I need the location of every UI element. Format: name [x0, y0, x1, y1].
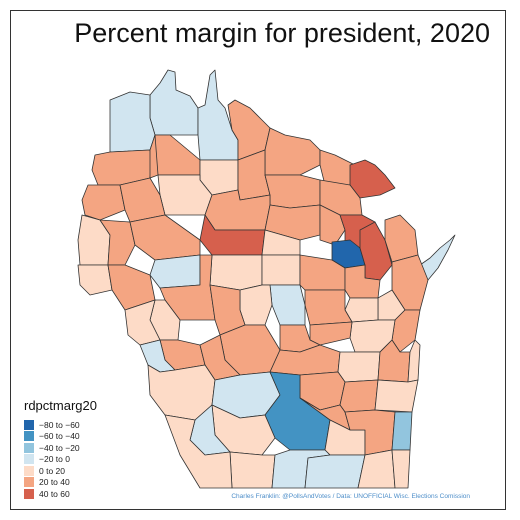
county-kenosha — [391, 449, 411, 489]
county-kewaunee — [384, 214, 419, 263]
county-sawyer — [151, 134, 201, 176]
county-lafayette-south — [229, 451, 276, 489]
county-milwaukee-city — [391, 411, 413, 451]
county-marinette — [349, 159, 396, 199]
legend-label: 20 to 40 — [39, 477, 70, 488]
county-juneau — [239, 284, 273, 326]
county-portage — [261, 254, 301, 286]
county-waushara — [304, 289, 353, 326]
legend-item: −40 to −20 — [24, 442, 97, 454]
legend-swatch — [24, 431, 34, 442]
county-grant-south — [164, 414, 233, 489]
county-dodge — [337, 351, 381, 383]
legend-label: −40 to −20 — [39, 442, 80, 453]
legend-label: 0 to 20 — [39, 465, 65, 476]
county-outagamie — [344, 264, 381, 299]
county-barron — [119, 177, 166, 223]
legend-label: −80 to −60 — [39, 419, 80, 430]
credit-line: Charles Franklin: @PollsAndVotes / Data:… — [231, 493, 470, 500]
county-polygons — [77, 69, 456, 489]
county-green-lake — [309, 321, 353, 346]
county-waukesha — [339, 379, 379, 413]
county-forest — [264, 174, 321, 209]
legend-swatch — [24, 454, 34, 465]
legend-swatch — [24, 477, 34, 488]
legend-item: 0 to 20 — [24, 465, 97, 477]
county-ashland — [197, 69, 239, 161]
legend-item: −20 to 0 — [24, 454, 97, 466]
legend-item: −60 to −40 — [24, 431, 97, 443]
legend-label: 40 to 60 — [39, 488, 70, 499]
county-ozaukee — [407, 339, 421, 383]
county-pierce — [77, 264, 113, 296]
legend-item: −80 to −60 — [24, 419, 97, 431]
legend-title: rdpctmarg20 — [24, 398, 97, 413]
map-title: Percent margin for president, 2020 — [74, 18, 490, 48]
county-rock-south — [304, 454, 366, 489]
county-chippewa — [129, 214, 201, 261]
legend-swatch — [24, 488, 34, 499]
legend-item: 40 to 60 — [24, 488, 97, 500]
legend: rdpctmarg20 −80 to −60 −60 to −40 −40 to −… — [24, 398, 97, 500]
county-milwaukee — [374, 379, 419, 413]
county-vilas — [264, 127, 321, 176]
county-douglas — [109, 91, 156, 153]
legend-swatch — [24, 442, 34, 453]
legend-label: −20 to 0 — [39, 454, 70, 465]
county-wood — [209, 254, 263, 291]
legend-swatch — [24, 465, 34, 476]
county-adams — [269, 284, 306, 326]
legend-item: 20 to 40 — [24, 477, 97, 489]
county-iron — [227, 99, 271, 161]
legend-label: −60 to −40 — [39, 431, 80, 442]
county-polk — [81, 184, 126, 221]
county-door — [414, 234, 456, 281]
legend-swatch — [24, 419, 34, 430]
county-bayfield — [149, 69, 199, 136]
county-eau-claire — [149, 254, 201, 289]
